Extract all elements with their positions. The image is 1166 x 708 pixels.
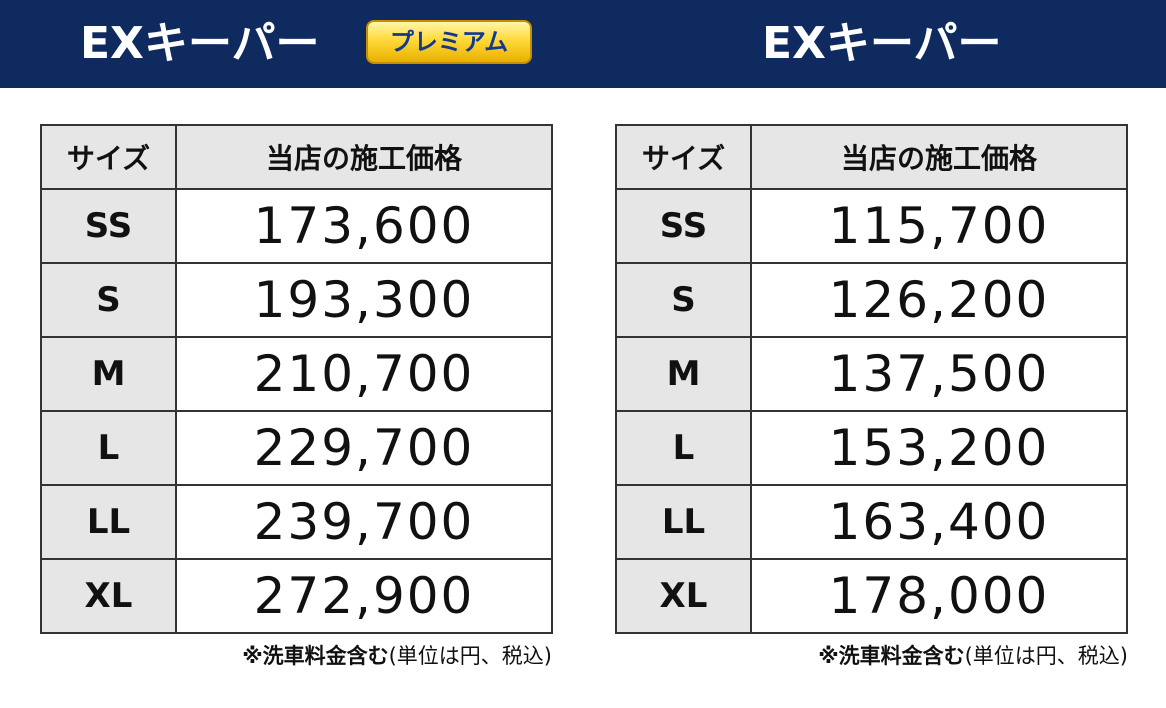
size-cell: LL	[40, 484, 177, 560]
size-cell: XL	[40, 558, 177, 634]
premium-price-table: サイズ 当店の施工価格 SS 173,600 S 193,300 M 210,7…	[40, 124, 553, 634]
table-row: S 126,200	[615, 262, 1128, 338]
standard-price-table: サイズ 当店の施工価格 SS 115,700 S 126,200 M 137,5…	[615, 124, 1128, 634]
size-cell: S	[615, 262, 752, 338]
ex-keeper-title: EXキーパー	[762, 18, 1002, 69]
size-cell: M	[615, 336, 752, 412]
price-cell: 210,700	[175, 336, 553, 412]
table-row: XL 272,900	[40, 558, 553, 634]
price-cell: 173,600	[175, 188, 553, 264]
table-row: L 153,200	[615, 410, 1128, 486]
standard-table-footnote: ※洗車料金含む(単位は円、税込)	[818, 640, 1128, 670]
premium-table-footnote: ※洗車料金含む(単位は円、税込)	[242, 640, 552, 670]
price-cell: 137,500	[750, 336, 1128, 412]
price-cell: 272,900	[175, 558, 553, 634]
size-column-header: サイズ	[40, 124, 177, 190]
table-row: SS 115,700	[615, 188, 1128, 264]
price-cell: 178,000	[750, 558, 1128, 634]
header-bar: EXキーパー プレミアム EXキーパー	[0, 0, 1166, 88]
table-row: LL 239,700	[40, 484, 553, 560]
table-header-row: サイズ 当店の施工価格	[40, 124, 553, 190]
premium-badge: プレミアム	[366, 20, 532, 64]
price-cell: 163,400	[750, 484, 1128, 560]
price-cell: 153,200	[750, 410, 1128, 486]
table-row: SS 173,600	[40, 188, 553, 264]
price-column-header: 当店の施工価格	[175, 124, 553, 190]
size-cell: S	[40, 262, 177, 338]
table-row: L 229,700	[40, 410, 553, 486]
unit-tax-note: (単位は円、税込)	[964, 644, 1128, 668]
table-row: M 210,700	[40, 336, 553, 412]
table-row: XL 178,000	[615, 558, 1128, 634]
price-column-header: 当店の施工価格	[750, 124, 1128, 190]
table-header-row: サイズ 当店の施工価格	[615, 124, 1128, 190]
price-cell: 115,700	[750, 188, 1128, 264]
table-row: M 137,500	[615, 336, 1128, 412]
car-wash-included-note: ※洗車料金含む	[818, 644, 965, 668]
size-cell: L	[40, 410, 177, 486]
size-cell: XL	[615, 558, 752, 634]
table-row: LL 163,400	[615, 484, 1128, 560]
size-column-header: サイズ	[615, 124, 752, 190]
unit-tax-note: (単位は円、税込)	[388, 644, 552, 668]
price-cell: 239,700	[175, 484, 553, 560]
ex-keeper-premium-title: EXキーパー	[80, 18, 320, 69]
size-cell: L	[615, 410, 752, 486]
car-wash-included-note: ※洗車料金含む	[242, 644, 389, 668]
size-cell: LL	[615, 484, 752, 560]
size-cell: SS	[40, 188, 177, 264]
size-cell: SS	[615, 188, 752, 264]
table-row: S 193,300	[40, 262, 553, 338]
price-cell: 229,700	[175, 410, 553, 486]
price-cell: 193,300	[175, 262, 553, 338]
size-cell: M	[40, 336, 177, 412]
price-cell: 126,200	[750, 262, 1128, 338]
